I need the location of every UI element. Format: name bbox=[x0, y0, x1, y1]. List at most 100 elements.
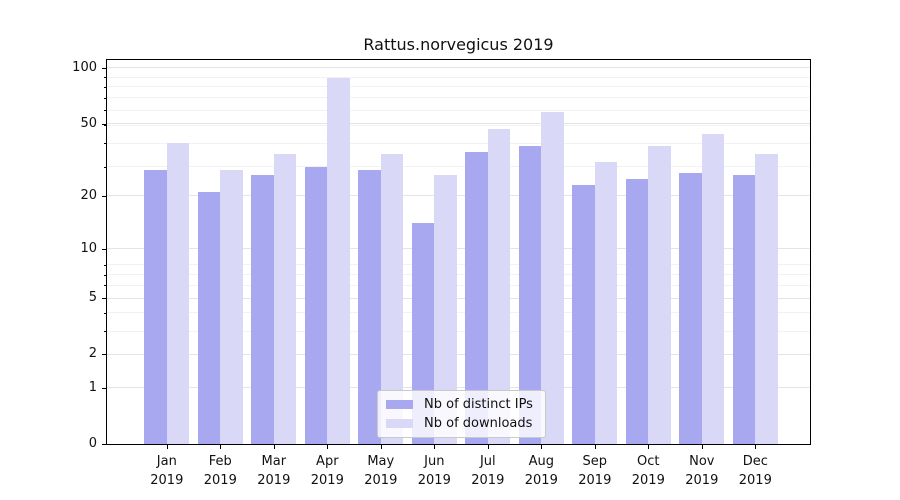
x-tick-label-year: 2019 bbox=[150, 473, 184, 488]
bar-jun-downloads bbox=[434, 175, 457, 444]
bar-jul-distinct-ips bbox=[465, 152, 488, 444]
y-tick bbox=[102, 248, 107, 250]
bar-aug-downloads bbox=[541, 111, 564, 444]
gridline-minor bbox=[107, 109, 810, 111]
x-tick-label-month: Jan bbox=[156, 454, 177, 469]
legend-label-distinct-ips: Nb of distinct IPs bbox=[424, 397, 533, 412]
y-tick bbox=[102, 354, 107, 356]
gridline-minor bbox=[107, 76, 810, 78]
legend: Nb of distinct IPs Nb of downloads bbox=[377, 390, 546, 438]
x-tick bbox=[434, 445, 436, 449]
x-tick-label-year: 2019 bbox=[364, 473, 398, 488]
legend-item-downloads: Nb of downloads bbox=[378, 414, 545, 433]
gridline-major bbox=[107, 67, 810, 69]
x-tick-label-year: 2019 bbox=[578, 473, 612, 488]
y-minor-tick bbox=[104, 143, 107, 145]
bar-jan-distinct-ips bbox=[144, 169, 167, 444]
bar-dec-distinct-ips bbox=[732, 175, 756, 444]
y-tick-label: 20 bbox=[80, 187, 97, 203]
legend-item-distinct-ips: Nb of distinct IPs bbox=[378, 395, 545, 414]
gridline-major bbox=[107, 123, 810, 125]
y-minor-tick bbox=[104, 274, 107, 276]
bar-apr-downloads bbox=[327, 78, 350, 444]
bar-mar-downloads bbox=[273, 154, 297, 444]
gridline-minor bbox=[107, 330, 810, 332]
y-minor-tick bbox=[104, 285, 107, 287]
x-tick-label-month: Dec bbox=[742, 454, 768, 469]
legend-swatch-downloads bbox=[386, 419, 413, 428]
x-tick-label-year: 2019 bbox=[524, 473, 558, 488]
x-tick-label: Aug 2019 bbox=[511, 452, 571, 490]
x-tick bbox=[594, 445, 596, 449]
bar-may-downloads bbox=[380, 154, 404, 444]
x-tick bbox=[701, 445, 703, 449]
y-tick-label: 50 bbox=[80, 115, 97, 131]
x-tick-label-year: 2019 bbox=[631, 473, 665, 488]
x-tick-label: Mar 2019 bbox=[244, 452, 304, 490]
y-minor-tick bbox=[104, 97, 107, 99]
y-minor-tick bbox=[104, 264, 107, 266]
bar-dec-downloads bbox=[755, 154, 778, 444]
x-tick bbox=[541, 445, 543, 449]
x-tick-label-year: 2019 bbox=[685, 473, 719, 488]
x-tick-label: Oct 2019 bbox=[618, 452, 678, 490]
gridline-minor bbox=[107, 124, 810, 126]
bar-sep-distinct-ips bbox=[572, 185, 595, 444]
y-tick-label: 10 bbox=[80, 240, 97, 256]
bar-nov-downloads bbox=[701, 133, 725, 444]
x-tick-label-year: 2019 bbox=[310, 473, 344, 488]
y-minor-tick bbox=[104, 166, 107, 168]
y-tick bbox=[102, 387, 107, 389]
x-tick-label-year: 2019 bbox=[471, 473, 505, 488]
x-tick-label: Nov 2019 bbox=[672, 452, 732, 490]
y-tick bbox=[102, 298, 107, 300]
x-tick-label: Feb 2019 bbox=[190, 452, 250, 490]
bar-jun-distinct-ips bbox=[411, 223, 435, 444]
x-tick bbox=[648, 445, 650, 449]
x-tick-label: Apr 2019 bbox=[297, 452, 357, 490]
legend-swatch-distinct-ips bbox=[386, 400, 413, 409]
x-tick-label: Jan 2019 bbox=[137, 452, 197, 490]
y-minor-tick bbox=[104, 77, 107, 79]
gridline-minor bbox=[107, 166, 810, 168]
x-tick bbox=[380, 445, 382, 449]
x-tick bbox=[487, 445, 489, 449]
x-tick-label: May 2019 bbox=[351, 452, 411, 490]
gridline-major bbox=[107, 297, 810, 299]
x-tick-label: Jul 2019 bbox=[458, 452, 518, 490]
bar-oct-distinct-ips bbox=[625, 178, 649, 444]
y-minor-tick bbox=[104, 125, 107, 127]
x-tick-label-year: 2019 bbox=[417, 473, 451, 488]
y-minor-tick bbox=[104, 86, 107, 88]
bar-mar-distinct-ips bbox=[251, 175, 274, 444]
x-tick bbox=[166, 445, 168, 449]
gridline-minor bbox=[107, 284, 810, 286]
x-tick-label-year: 2019 bbox=[738, 473, 772, 488]
bar-sep-downloads bbox=[594, 161, 618, 444]
y-minor-tick bbox=[104, 312, 107, 314]
x-tick-label: Dec 2019 bbox=[725, 452, 785, 490]
x-tick-label-month: Jun bbox=[424, 454, 445, 469]
gridline-major bbox=[107, 353, 810, 355]
bar-aug-distinct-ips bbox=[518, 145, 542, 444]
y-minor-tick bbox=[104, 110, 107, 112]
bar-jan-downloads bbox=[166, 143, 190, 444]
y-tick-label: 2 bbox=[88, 346, 97, 362]
bar-may-distinct-ips bbox=[358, 169, 381, 444]
gridline-major bbox=[107, 195, 810, 197]
x-tick bbox=[327, 445, 329, 449]
y-tick-label: 1 bbox=[88, 379, 97, 395]
gridline-minor bbox=[107, 86, 810, 88]
bar-apr-distinct-ips bbox=[304, 166, 328, 444]
x-tick-label-month: Nov bbox=[689, 454, 715, 469]
bar-feb-distinct-ips bbox=[197, 192, 221, 444]
x-tick-label-month: Oct bbox=[637, 454, 660, 469]
gridline-minor bbox=[107, 142, 810, 144]
legend-label-downloads: Nb of downloads bbox=[424, 416, 533, 431]
x-tick-label-year: 2019 bbox=[203, 473, 237, 488]
x-tick-label-month: Feb bbox=[208, 454, 232, 469]
y-tick bbox=[102, 195, 107, 197]
gridline-minor bbox=[107, 274, 810, 276]
gridline-minor bbox=[107, 312, 810, 314]
